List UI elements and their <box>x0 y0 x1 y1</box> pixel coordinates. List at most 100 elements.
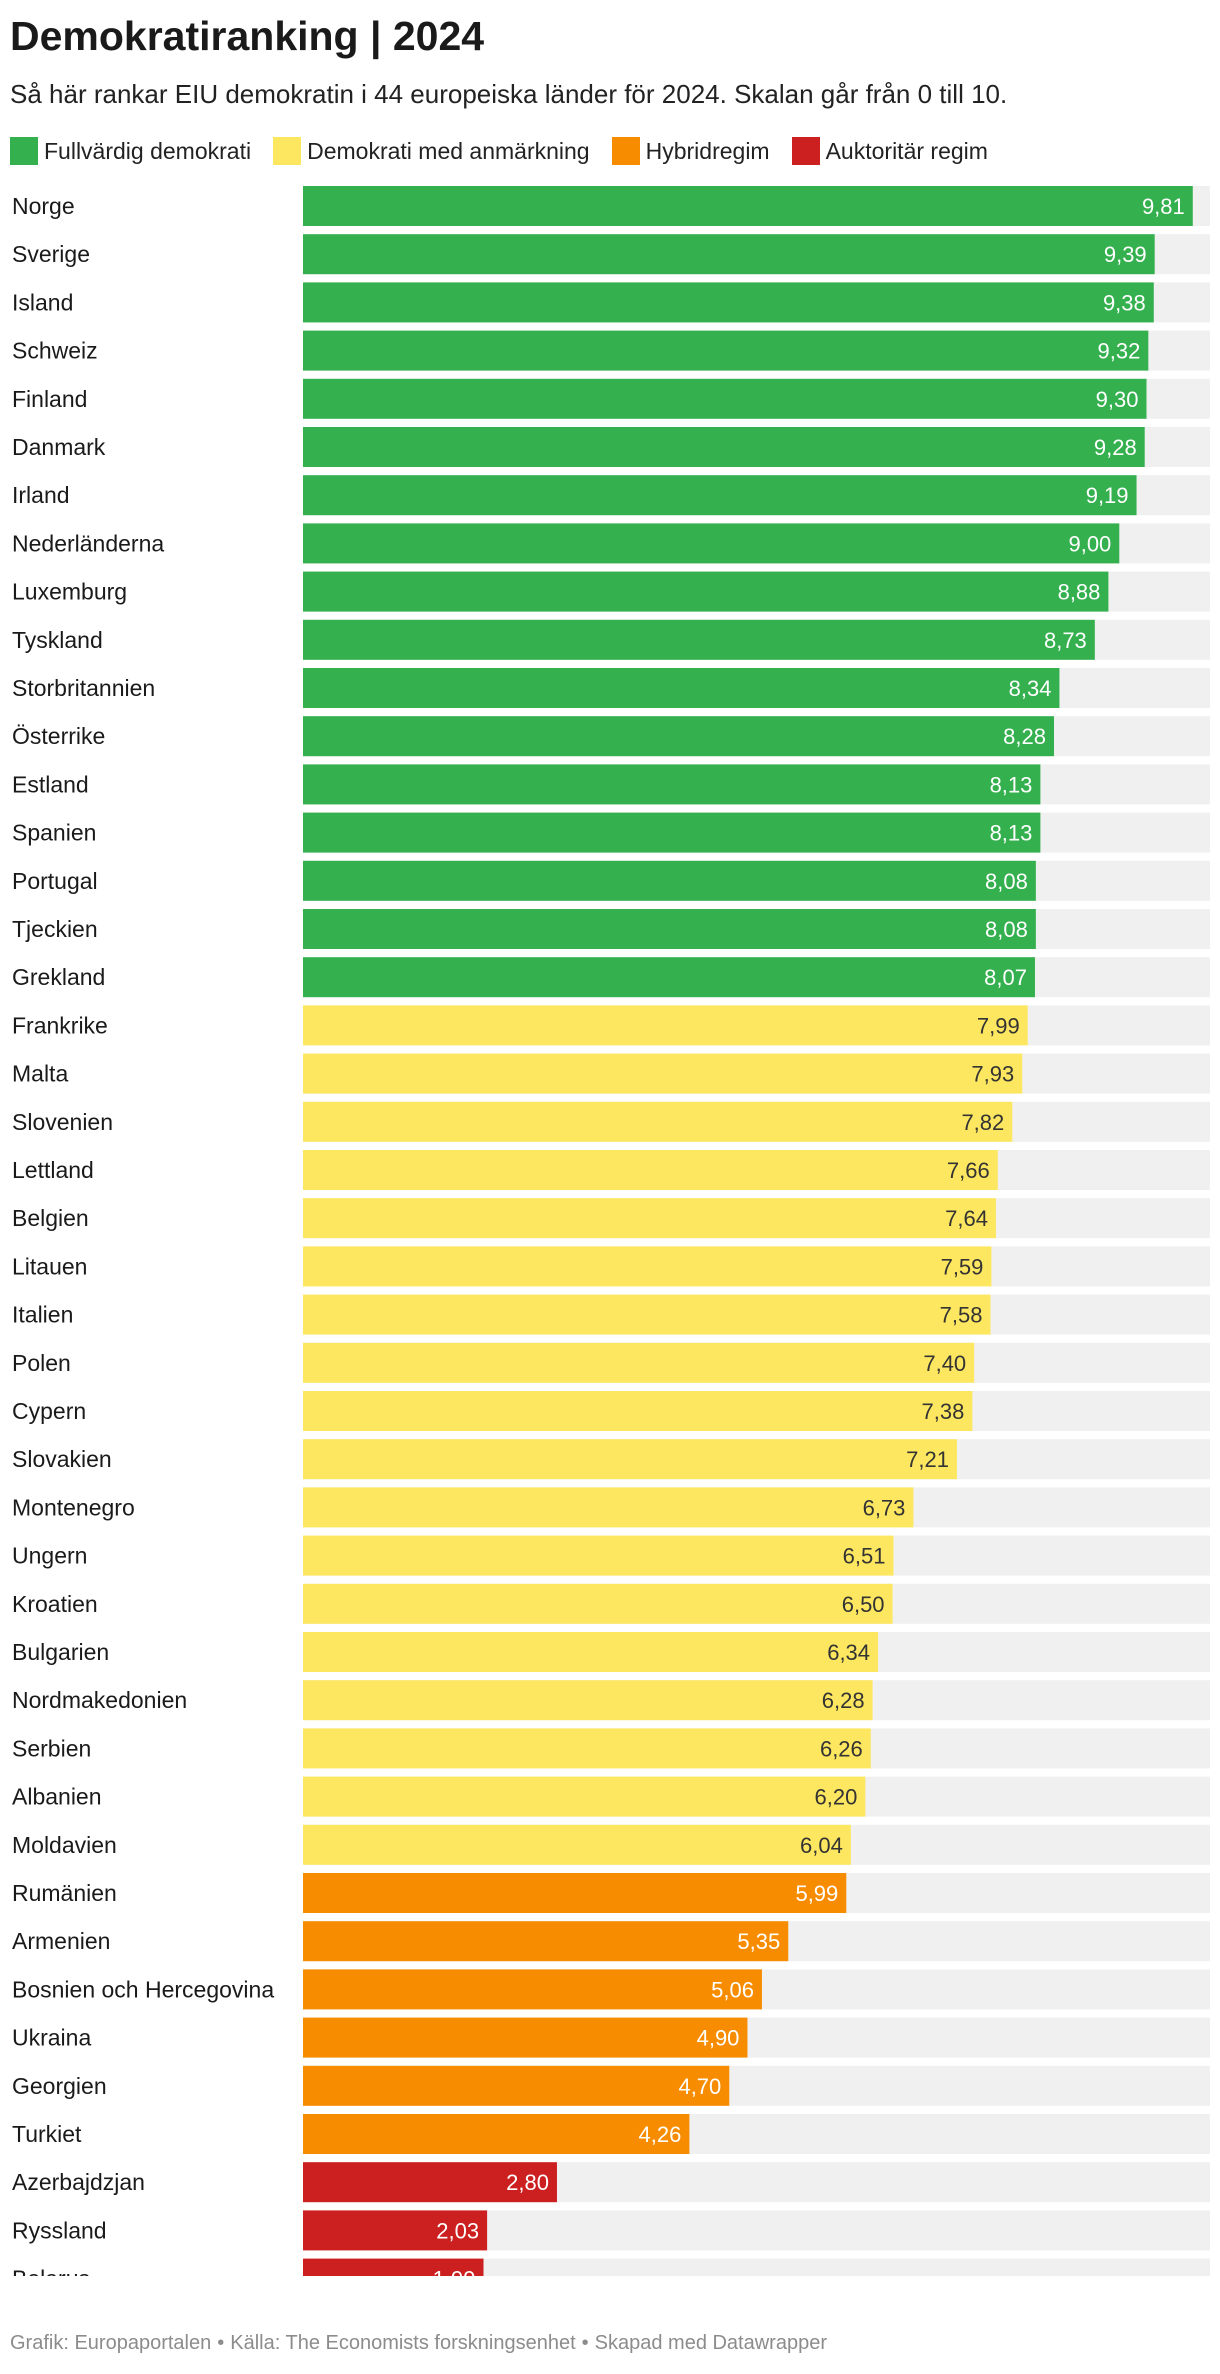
bar-5 <box>303 378 1147 419</box>
country-label: Island <box>12 289 73 315</box>
footer-source: Källa: The Economists forskningsenhet <box>230 2332 576 2354</box>
bar-33 <box>303 1728 871 1769</box>
legend-label-authoritarian-regime: Auktoritär regim <box>825 137 988 164</box>
bar-10 <box>303 619 1095 660</box>
legend-swatch-full-democracy <box>10 137 38 165</box>
value-label: 7,82 <box>961 1110 1004 1135</box>
value-label: 9,39 <box>1104 242 1147 267</box>
country-label: Litauen <box>12 1253 87 1279</box>
country-label: Ungern <box>12 1543 87 1569</box>
bar-9 <box>303 571 1109 612</box>
legend: Fullvärdig demokrati Demokrati med anmär… <box>10 131 1010 171</box>
bar-36 <box>303 1873 847 1913</box>
value-label: 4,70 <box>678 2074 721 2099</box>
legend-label-hybrid-regime: Hybridregim <box>645 137 770 164</box>
bar-23 <box>303 1246 992 1287</box>
bar-8 <box>303 523 1120 564</box>
value-label: 9,00 <box>1068 531 1111 556</box>
country-label: Armenien <box>12 1928 110 1954</box>
country-label: Georgien <box>12 2073 107 2099</box>
value-label: 8,07 <box>984 965 1027 990</box>
value-label: 8,08 <box>985 917 1028 942</box>
country-label: Belgien <box>12 1205 89 1231</box>
bar-30 <box>303 1583 893 1624</box>
value-label: 6,04 <box>800 1833 843 1858</box>
country-label: Serbien <box>12 1735 91 1761</box>
footer: Grafik: Europaportalen • Källa: The Econom… <box>10 2332 827 2355</box>
value-label: 9,19 <box>1086 483 1129 508</box>
country-label: Sverige <box>12 241 90 267</box>
bar-31 <box>303 1632 879 1672</box>
value-label: 7,64 <box>945 1206 988 1231</box>
bar-35 <box>303 1824 851 1865</box>
country-label: Bosnien och Hercegovina <box>12 1976 274 2002</box>
value-label: 6,26 <box>820 1736 863 1761</box>
value-label: 6,50 <box>842 1592 885 1617</box>
bar-37 <box>303 1921 789 1962</box>
value-label: 9,30 <box>1096 387 1139 412</box>
value-label: 8,08 <box>985 869 1028 894</box>
bar-42 <box>303 2162 557 2203</box>
country-label: Tyskland <box>12 627 103 653</box>
legend-item-authoritarian-regime: Auktoritär regim <box>791 137 988 165</box>
value-label: 1,99 <box>433 2267 476 2276</box>
country-label: Slovenien <box>12 1109 113 1135</box>
value-label: 2,80 <box>506 2170 549 2195</box>
value-label: 9,38 <box>1103 290 1146 315</box>
bar-track-44 <box>303 2258 1210 2276</box>
bar-28 <box>303 1487 914 1528</box>
value-label: 7,58 <box>940 1303 983 1328</box>
legend-swatch-authoritarian-regime <box>791 137 820 165</box>
legend-item-flawed-democracy: Demokrati med anmärkning <box>273 137 590 165</box>
bar-22 <box>303 1198 996 1239</box>
bar-13 <box>303 764 1041 805</box>
bar-32 <box>303 1680 873 1721</box>
country-label: Österrike <box>12 723 105 749</box>
value-label: 4,26 <box>639 2122 682 2147</box>
country-label: Nordmakedonien <box>12 1687 187 1713</box>
country-label: Rumänien <box>12 1880 117 1906</box>
value-label: 4,90 <box>697 2026 740 2051</box>
bar-44 <box>303 2258 484 2276</box>
country-label: Estland <box>12 771 89 797</box>
country-label: Cypern <box>12 1398 86 1424</box>
legend-swatch-flawed-democracy <box>273 137 302 165</box>
bar-26 <box>303 1391 973 1431</box>
country-label: Polen <box>12 1350 71 1376</box>
country-label: Grekland <box>12 964 105 990</box>
value-label: 6,73 <box>863 1495 906 1520</box>
country-label: Tjeckien <box>12 916 98 942</box>
country-label: Lettland <box>12 1157 94 1183</box>
legend-label-full-democracy: Fullvärdig demokrati <box>44 137 252 164</box>
value-label: 6,28 <box>822 1688 865 1713</box>
value-label: 8,13 <box>990 772 1033 797</box>
legend-item-full-democracy: Fullvärdig demokrati <box>10 137 251 165</box>
bar-19 <box>303 1053 1023 1094</box>
footer-made-with: Skapad med Datawrapper <box>594 2332 827 2354</box>
bar-29 <box>303 1535 894 1576</box>
bar-41 <box>303 2114 690 2154</box>
value-label: 9,28 <box>1094 435 1137 460</box>
value-label: 8,28 <box>1003 724 1046 749</box>
country-label: Danmark <box>12 434 106 460</box>
bar-38 <box>303 1969 762 2010</box>
value-label: 8,88 <box>1058 580 1101 605</box>
country-label: Slovakien <box>12 1446 112 1472</box>
bar-20 <box>303 1101 1013 1142</box>
chart-subtitle: Så här rankar EIU demokratin i 44 europe… <box>10 79 1008 109</box>
bar-27 <box>303 1439 957 1480</box>
country-label: Norge <box>12 193 75 219</box>
bar-1 <box>303 186 1193 226</box>
country-label: Spanien <box>12 820 96 846</box>
bar-6 <box>303 427 1145 467</box>
country-label: Moldavien <box>12 1832 117 1858</box>
value-label: 7,21 <box>906 1447 949 1472</box>
country-label: Italien <box>12 1302 73 1328</box>
chart-title: Demokratiranking | 2024 <box>10 13 485 59</box>
bar-11 <box>303 668 1060 708</box>
bar-18 <box>303 1005 1028 1046</box>
legend-swatch-hybrid-regime <box>611 137 640 165</box>
country-label: Storbritannien <box>12 675 155 701</box>
bar-39 <box>303 2017 748 2058</box>
value-label: 9,32 <box>1097 339 1140 364</box>
